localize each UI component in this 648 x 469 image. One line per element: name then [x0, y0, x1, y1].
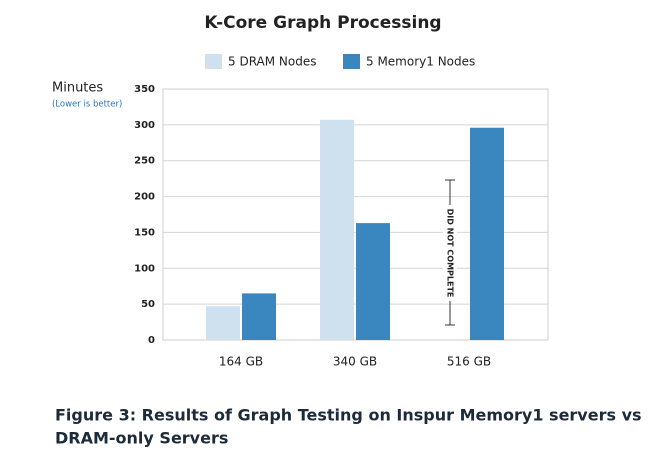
- bar: [242, 293, 276, 340]
- y-tick-label: 250: [134, 156, 155, 167]
- annotation: DID NOT COMPLETE: [446, 209, 455, 298]
- bar: [470, 127, 504, 341]
- y-tick-label: 300: [134, 120, 155, 131]
- caption: Figure 3: Results of Graph Testing on In…: [55, 406, 642, 425]
- y-axis-sublabel: (Lower is better): [52, 100, 122, 110]
- annotation-bg: [443, 205, 457, 301]
- y-tick-label: 0: [148, 335, 155, 346]
- y-tick-label: 200: [134, 192, 155, 203]
- legend-label: 5 Memory1 Nodes: [366, 55, 475, 69]
- legend-swatch: [343, 54, 360, 69]
- bar: [320, 119, 354, 340]
- y-tick-label: 100: [134, 263, 155, 274]
- caption: DRAM-only Servers: [55, 429, 228, 448]
- y-tick-label: 150: [134, 227, 155, 238]
- chart-title: K-Core Graph Processing: [204, 13, 441, 33]
- bar: [356, 223, 390, 340]
- plot-frame: [162, 88, 549, 341]
- legend-label: 5 DRAM Nodes: [228, 55, 317, 69]
- y-tick-label: 350: [134, 84, 155, 95]
- legend-swatch: [205, 54, 222, 69]
- y-tick-label: 50: [141, 299, 155, 310]
- y-axis-label: Minutes: [52, 81, 103, 96]
- x-tick-label: 164 GB: [219, 355, 263, 369]
- x-tick-label: 516 GB: [447, 355, 491, 369]
- x-tick-label: 340 GB: [333, 355, 377, 369]
- bar: [206, 306, 240, 340]
